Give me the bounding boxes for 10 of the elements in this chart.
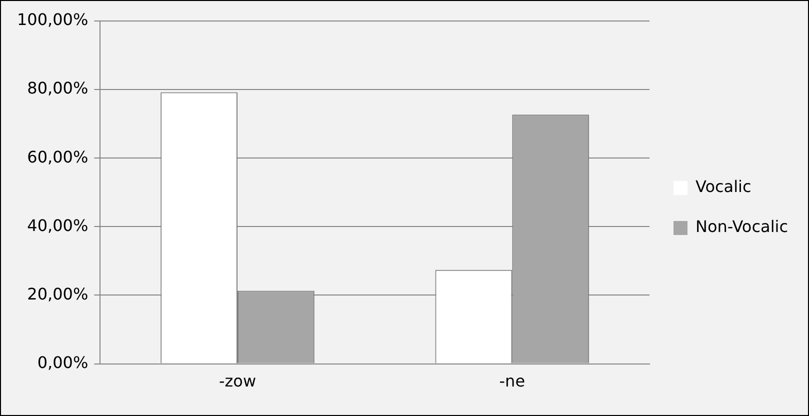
legend-label: Non-Vocalic bbox=[695, 217, 788, 236]
y-tick-label: 20,00% bbox=[27, 284, 88, 304]
y-tick-label: 0,00% bbox=[37, 352, 88, 372]
x-tick-label: -ne bbox=[499, 372, 526, 391]
x-tick-label: -zow bbox=[218, 372, 256, 391]
legend-label: Vocalic bbox=[695, 177, 752, 196]
y-tick-label: 40,00% bbox=[27, 216, 88, 235]
y-tick-label: 60,00% bbox=[27, 147, 88, 166]
y-tick-label: 100,00% bbox=[17, 10, 88, 30]
y-tick-label: 80,00% bbox=[27, 78, 88, 98]
